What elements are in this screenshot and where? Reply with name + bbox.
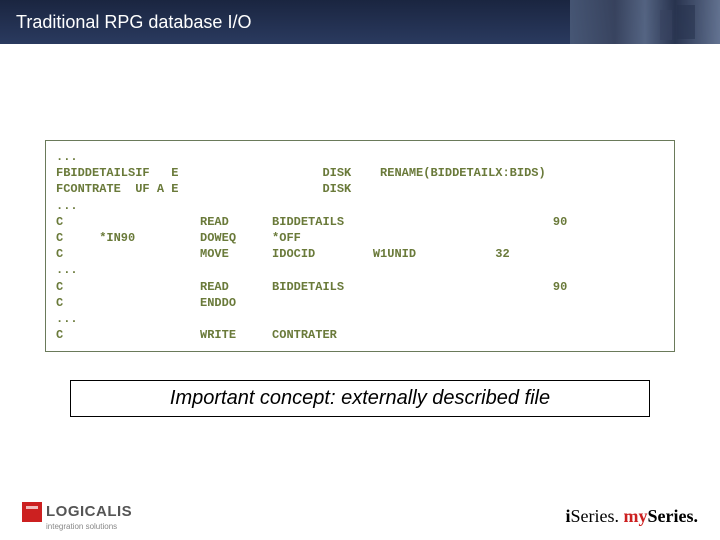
concept-callout: Important concept: externally described … bbox=[70, 380, 650, 417]
logo-subtext: integration solutions bbox=[46, 523, 132, 531]
series-word-1: Series. bbox=[571, 506, 620, 526]
series-word-2: Series. bbox=[648, 506, 698, 526]
logicalis-logo: LOGICALIS integration solutions bbox=[22, 502, 132, 531]
page-title: Traditional RPG database I/O bbox=[16, 12, 251, 33]
logo-text: LOGICALIS bbox=[46, 504, 132, 519]
logo-cube-icon bbox=[22, 502, 42, 522]
my-prefix: my bbox=[624, 506, 648, 526]
header-bar: Traditional RPG database I/O bbox=[0, 0, 720, 44]
header-decorative-image bbox=[570, 0, 720, 44]
code-listing: ... FBIDDETAILSIF E DISK RENAME(BIDDETAI… bbox=[45, 140, 675, 352]
footer: LOGICALIS integration solutions iSeries.… bbox=[0, 492, 720, 540]
iseries-myseries-logo: iSeries. mySeries. bbox=[566, 506, 699, 527]
